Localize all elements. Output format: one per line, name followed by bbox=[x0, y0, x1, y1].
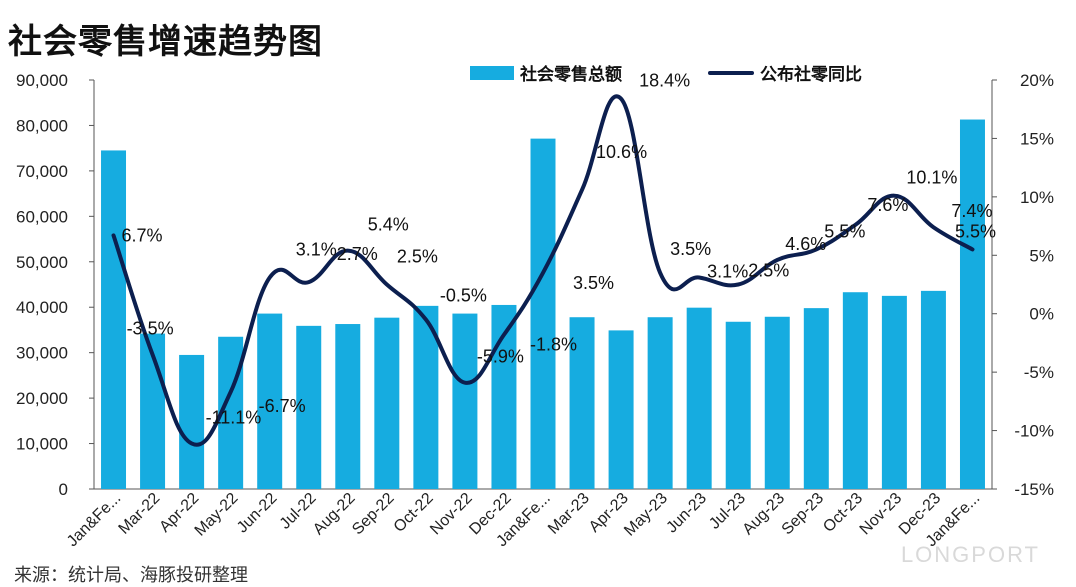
x-tick-label: May-22 bbox=[192, 490, 242, 540]
data-label: -1.8% bbox=[530, 335, 577, 355]
x-tick-label: Sep-22 bbox=[349, 490, 398, 539]
left-tick-label: 60,000 bbox=[16, 207, 68, 226]
bar bbox=[335, 324, 361, 489]
legend-bar-label: 社会零售总额 bbox=[520, 65, 622, 85]
data-label: 2.5% bbox=[748, 261, 789, 281]
left-tick-label: 20,000 bbox=[16, 389, 68, 408]
bar bbox=[179, 354, 205, 489]
left-tick-label: 10,000 bbox=[16, 435, 68, 454]
data-label: -0.5% bbox=[440, 286, 487, 306]
right-tick-label: -15% bbox=[1014, 480, 1054, 499]
bar bbox=[842, 292, 868, 489]
data-label: -6.7% bbox=[259, 396, 306, 416]
data-label: 7.6% bbox=[867, 195, 908, 215]
legend: 社会零售总额 公布社零同比 bbox=[470, 60, 862, 85]
x-tick-label: Jan&Fe... bbox=[64, 490, 124, 550]
data-label: -11.1% bbox=[206, 407, 262, 427]
bar bbox=[257, 313, 283, 489]
legend-line-swatch bbox=[708, 70, 754, 75]
bar bbox=[452, 313, 478, 489]
data-label: 7.4% bbox=[951, 201, 992, 221]
data-label: 3.5% bbox=[670, 239, 711, 259]
left-tick-label: 90,000 bbox=[16, 71, 68, 90]
bar bbox=[725, 321, 751, 489]
bar bbox=[374, 317, 400, 489]
data-label: 3.1% bbox=[707, 261, 748, 281]
left-tick-label: 30,000 bbox=[16, 344, 68, 363]
bar bbox=[296, 325, 322, 489]
x-tick-label: Aug-23 bbox=[740, 490, 789, 539]
right-tick-label: -10% bbox=[1014, 422, 1054, 441]
data-label: -5.9% bbox=[477, 347, 524, 367]
data-label: 6.7% bbox=[122, 225, 163, 245]
x-tick-label: Aug-22 bbox=[310, 490, 359, 539]
data-label: 5.4% bbox=[368, 215, 409, 235]
x-tick-label: Mar-23 bbox=[545, 490, 593, 538]
data-label: 5.5% bbox=[955, 221, 996, 241]
data-label: 10.1% bbox=[906, 168, 957, 188]
data-label: 2.5% bbox=[397, 247, 438, 267]
data-label: 18.4% bbox=[639, 71, 690, 91]
left-tick-label: 0 bbox=[59, 480, 68, 499]
bar bbox=[881, 295, 907, 489]
data-label: 10.6% bbox=[596, 142, 647, 162]
bar bbox=[959, 119, 985, 489]
right-tick-label: -5% bbox=[1024, 363, 1054, 382]
bar bbox=[686, 307, 712, 489]
bar bbox=[608, 330, 634, 489]
left-tick-label: 40,000 bbox=[16, 298, 68, 317]
x-tick-label: May-23 bbox=[621, 490, 671, 540]
data-label: -3.5% bbox=[127, 319, 174, 339]
source-note: 来源：统计局、海豚投研整理 bbox=[14, 565, 248, 586]
bar bbox=[569, 317, 595, 489]
right-tick-label: 15% bbox=[1020, 129, 1054, 148]
longport-logo: LONGPORT bbox=[900, 542, 1040, 567]
x-tick-label: Mar-22 bbox=[116, 490, 164, 538]
x-tick-label: Jun-23 bbox=[663, 490, 710, 537]
data-label: 3.5% bbox=[573, 273, 614, 293]
bar bbox=[101, 150, 127, 489]
left-tick-label: 50,000 bbox=[16, 253, 68, 272]
left-tick-label: 80,000 bbox=[16, 116, 68, 135]
x-tick-label: Jun-22 bbox=[234, 490, 281, 537]
bar bbox=[530, 138, 556, 489]
right-tick-label: 5% bbox=[1029, 246, 1054, 265]
right-tick-label: 0% bbox=[1029, 305, 1054, 324]
x-tick-label: Nov-22 bbox=[427, 490, 476, 539]
data-label: 2.7% bbox=[337, 244, 378, 264]
bar bbox=[803, 308, 829, 489]
bar bbox=[920, 290, 946, 489]
data-label: 5.5% bbox=[824, 221, 865, 241]
bar bbox=[647, 317, 673, 489]
legend-bar-swatch bbox=[470, 65, 514, 80]
x-tick-label: Nov-23 bbox=[857, 490, 906, 539]
x-tick-label: Sep-23 bbox=[779, 490, 828, 539]
right-tick-label: 20% bbox=[1020, 71, 1054, 90]
yoy-line bbox=[111, 94, 975, 447]
chart-title: 社会零售增速趋势图 bbox=[8, 22, 323, 62]
right-tick-label: 10% bbox=[1020, 188, 1054, 207]
bar bbox=[764, 316, 790, 489]
data-label: 4.6% bbox=[785, 234, 826, 254]
left-tick-label: 70,000 bbox=[16, 162, 68, 181]
legend-line-label: 公布社零同比 bbox=[760, 65, 862, 85]
data-label: 3.1% bbox=[296, 239, 337, 259]
